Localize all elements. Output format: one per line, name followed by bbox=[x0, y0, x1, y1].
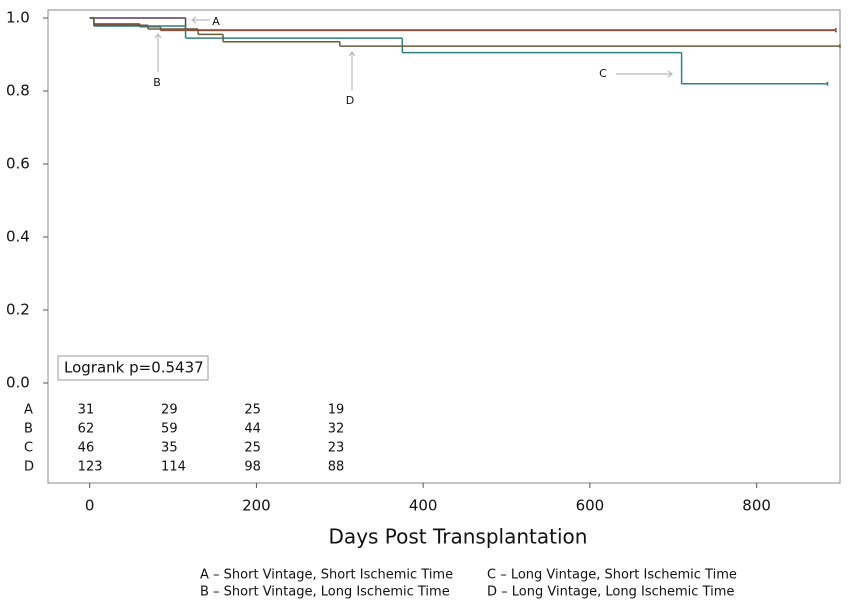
risk-count: 46 bbox=[78, 441, 95, 456]
legend-entry: A – Short Vintage, Short Ischemic Time bbox=[200, 568, 453, 583]
x-tick-label: 400 bbox=[409, 497, 438, 515]
risk-row-label: B bbox=[24, 422, 33, 437]
y-tick-label: 0.6 bbox=[6, 155, 30, 173]
logrank-text: Logrank p=0.5437 bbox=[64, 359, 204, 377]
risk-row-label: C bbox=[24, 441, 33, 456]
y-tick-label: 0.4 bbox=[6, 228, 30, 246]
risk-count: 35 bbox=[161, 441, 178, 456]
legend-entry: C – Long Vintage, Short Ischemic Time bbox=[487, 568, 737, 583]
x-tick-label: 0 bbox=[85, 497, 95, 515]
risk-count: 25 bbox=[244, 403, 261, 418]
risk-count: 32 bbox=[328, 422, 345, 437]
curve-annotation: B bbox=[153, 76, 161, 89]
risk-row-label: A bbox=[24, 403, 33, 418]
legend-entry: B – Short Vintage, Long Ischemic Time bbox=[200, 585, 450, 600]
risk-count: 59 bbox=[161, 422, 178, 437]
risk-count: 123 bbox=[78, 460, 103, 475]
curve-annotation: A bbox=[212, 15, 220, 28]
x-tick-label: 800 bbox=[742, 497, 771, 515]
logrank-box bbox=[57, 355, 209, 381]
risk-count: 114 bbox=[161, 460, 186, 475]
risk-count: 19 bbox=[328, 403, 345, 418]
risk-count: 25 bbox=[244, 441, 261, 456]
risk-row-label: D bbox=[24, 460, 34, 475]
legend-entry: D – Long Vintage, Long Ischemic Time bbox=[487, 585, 734, 600]
risk-count: 29 bbox=[161, 403, 178, 418]
plot-frame bbox=[47, 9, 841, 484]
curve-annotation: D bbox=[346, 94, 354, 107]
risk-count: 62 bbox=[78, 422, 95, 437]
risk-count: 44 bbox=[244, 422, 261, 437]
risk-count: 23 bbox=[328, 441, 345, 456]
y-tick-label: 0.0 bbox=[6, 374, 30, 392]
annotation-arrows bbox=[154, 16, 673, 90]
x-axis-label: Days Post Transplantation bbox=[329, 525, 588, 549]
risk-count: 31 bbox=[78, 403, 95, 418]
x-tick-label: 600 bbox=[576, 497, 605, 515]
y-tick-label: 0.8 bbox=[6, 82, 30, 100]
y-tick-label: 1.0 bbox=[6, 9, 30, 27]
risk-count: 98 bbox=[244, 460, 261, 475]
curve-annotation: C bbox=[599, 67, 607, 80]
y-tick-label: 0.2 bbox=[6, 301, 30, 319]
risk-count: 88 bbox=[328, 460, 345, 475]
x-tick-label: 200 bbox=[242, 497, 271, 515]
